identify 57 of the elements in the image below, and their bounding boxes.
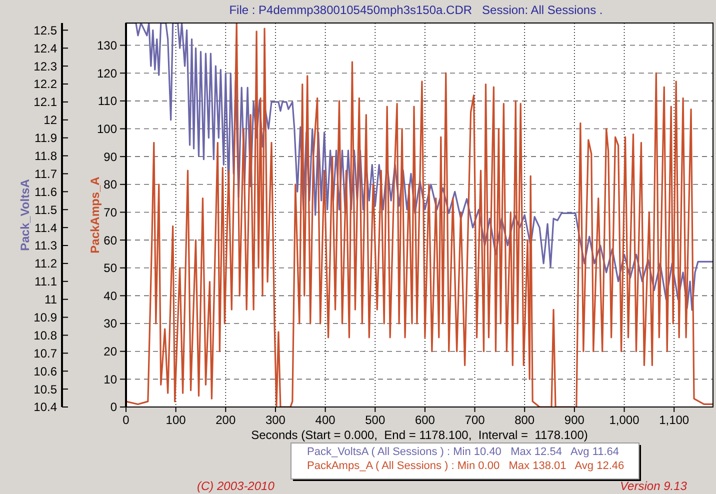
y2-tick-label: 11.6 [34,184,58,199]
text: Pack_VoltsA ( All Sessions ) : Min 10.40 Max 12.54 Avg 11.64 [307,446,620,458]
y2-tick-label: 12.3 [34,59,58,74]
text: Version 9.13 [620,479,688,493]
x-tick-label: 600 [414,413,436,427]
x-axis-title: Seconds (Start = 0.000, End = 1178.100, Interval = 1178.100) [251,428,588,442]
y-tick-label: 90 [104,150,118,164]
y2-tick-label: 11.8 [34,148,58,163]
y2-tick-label: 11.3 [34,238,58,253]
x-tick-label: 200 [216,413,236,427]
y2-tick-label: 10.6 [34,364,58,378]
text: (C) 2003-2010 [197,479,275,493]
line-series [126,23,713,311]
y2-tick-label: 12.5 [34,23,58,38]
y-tick-label: 100 [96,122,118,136]
y-tick-label: 70 [104,205,118,220]
y-tick-label: 110 [98,94,118,108]
y2-tick-label: 10.5 [34,382,58,396]
x-tick-label: 1,100 [659,413,690,427]
y-tick-label: 30 [104,316,118,331]
x-tick-label: 800 [514,413,535,427]
y2-tick-label: 12.2 [34,77,58,92]
y2-tick-label: 12.1 [34,95,58,110]
x-tick-label: 0 [122,413,130,427]
y-tick-label: 50 [104,261,118,276]
y-tick-label: 60 [104,233,118,248]
y2-tick-label: 10.9 [34,310,58,324]
y-axis-title: PackAmps_A [88,176,102,254]
x-tick-label: 500 [365,413,386,427]
x-tick-label: 700 [464,413,486,427]
y2-tick-label: 11.7 [34,166,58,181]
y-tick-label: 20 [104,344,118,359]
y-tick-label: 40 [104,288,118,303]
y2-tick-label: 11.1 [34,274,58,289]
y2-tick-label: 11.5 [34,202,58,217]
y-tick-label: 120 [96,66,118,80]
y2-tick-label: 10.4 [34,400,58,414]
y2-tick-label: 11 [44,292,58,307]
x-tick-label: 1,000 [609,413,640,427]
y-tick-label: 80 [104,178,118,192]
y-tick-label: 10 [104,372,118,386]
x-tick-label: 900 [564,413,585,427]
y2-tick-label: 11.4 [34,220,58,235]
y-tick-label: 0 [110,400,118,414]
chart-title: File : P4demmp3800105450mph3s150a.CDR Session: All Sessions . [229,3,603,17]
text: PackAmps_A ( All Sessions ) : Min 0.00 Max 138.01 Avg 12.46 [307,460,624,472]
y-tick-label: 130 [96,38,118,52]
x-tick-label: 100 [166,413,186,427]
y2-tick-label: 10.8 [34,328,58,342]
y2-tick-label: 11.9 [34,131,58,146]
y2-axis-title: Pack_VoltsA [18,178,32,251]
y2-tick-label: 12 [44,113,58,128]
x-tick-label: 300 [265,413,286,427]
y2-tick-label: 12.4 [34,41,58,56]
y2-tick-label: 11.2 [34,256,58,271]
y2-tick-label: 10.7 [34,346,58,360]
x-tick-label: 400 [315,413,336,427]
